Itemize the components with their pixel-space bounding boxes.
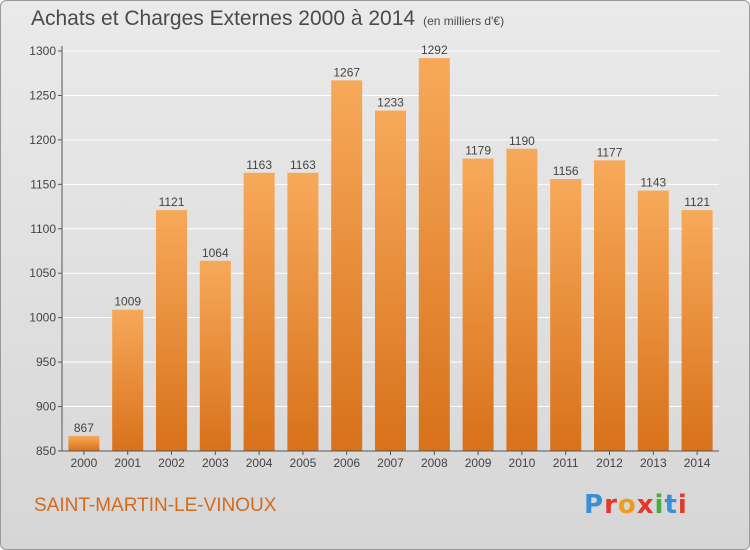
bar-2005 (287, 172, 319, 451)
bar-value-label: 1064 (202, 246, 229, 260)
bar-2006 (331, 80, 363, 451)
bar-value-label: 1121 (684, 195, 710, 209)
x-tick-label: 2014 (684, 456, 711, 470)
logo-letter: P (584, 490, 605, 520)
bar-value-label: 1163 (290, 158, 316, 172)
proxiti-logo[interactable]: Proxiti (584, 490, 688, 520)
x-tick-label: 2013 (640, 456, 667, 470)
bar-2007 (375, 110, 406, 452)
y-tick-label: 850 (36, 444, 56, 458)
y-tick-label: 1200 (29, 133, 56, 147)
logo-letter: r (604, 490, 618, 520)
bar-2001 (112, 309, 144, 451)
bar-value-label: 1292 (421, 43, 448, 57)
logo-letter: x (636, 490, 655, 520)
y-tick-label: 1250 (29, 88, 56, 102)
bar-value-label: 1190 (509, 134, 535, 148)
bar-2002 (156, 210, 187, 451)
x-tick-label: 2009 (465, 456, 492, 470)
y-tick-label: 1050 (29, 266, 56, 280)
x-tick-label: 2000 (71, 456, 98, 470)
bar-value-label: 1233 (377, 96, 404, 110)
x-tick-label: 2007 (377, 456, 404, 470)
bars: 867 1009 1121 1064 1163 1163 1267 1233 1292 1179 1… (68, 43, 713, 452)
bar-2013 (637, 190, 669, 452)
x-tick-label: 2004 (246, 456, 273, 470)
y-tick-label: 900 (36, 400, 56, 414)
x-tick-label: 2006 (333, 456, 360, 470)
bar-2009 (462, 158, 494, 452)
x-tick-label: 2005 (290, 456, 317, 470)
x-tick-label: 2003 (202, 456, 229, 470)
y-tick-label: 1300 (29, 44, 56, 58)
bar-value-label: 1156 (553, 164, 579, 178)
bar-2008 (418, 58, 450, 451)
place-name: SAINT-MARTIN-LE-VINOUX (34, 495, 277, 516)
y-tick-label: 1000 (29, 311, 56, 325)
x-tick-label: 2012 (596, 456, 623, 470)
x-tick-label: 2011 (553, 456, 579, 470)
bar-2004 (243, 172, 275, 451)
bar-value-label: 1177 (597, 145, 623, 159)
logo-letter: t (664, 490, 678, 520)
logo-letter: i (654, 490, 665, 520)
chart-title: Achats et Charges Externes 2000 à 2014 (e… (31, 7, 504, 31)
bar-value-label: 867 (74, 421, 94, 435)
x-tick-label: 2001 (114, 456, 141, 470)
bar-value-label: 1163 (246, 158, 272, 172)
axes: 850 900 950 1000 1050 1100 1150 1200 1250 1300 200… (29, 44, 719, 470)
x-tick-label: 2010 (509, 456, 536, 470)
bar-value-label: 1009 (114, 295, 141, 309)
bar-2000 (68, 435, 100, 451)
bar-value-label: 1121 (159, 195, 185, 209)
chart-subtitle: (en milliers d'€) (423, 14, 505, 28)
x-tick-label: 2008 (421, 456, 448, 470)
bar-value-label: 1267 (333, 65, 360, 79)
bar-2012 (594, 160, 625, 452)
logo-letter: o (617, 490, 637, 520)
bar-value-label: 1143 (640, 176, 666, 190)
x-tick-label: 2002 (158, 456, 185, 470)
bar-value-label: 1179 (465, 144, 491, 158)
y-tick-label: 1100 (30, 222, 56, 236)
chart-title-text: Achats et Charges Externes 2000 à 2014 (31, 7, 416, 30)
bar-2010 (506, 148, 538, 451)
bar-2014 (681, 210, 713, 451)
logo-letter: i (677, 490, 688, 520)
y-tick-label: 950 (36, 355, 56, 369)
bar-2003 (199, 260, 231, 451)
bar-2011 (550, 179, 582, 451)
y-tick-label: 1150 (30, 177, 56, 191)
